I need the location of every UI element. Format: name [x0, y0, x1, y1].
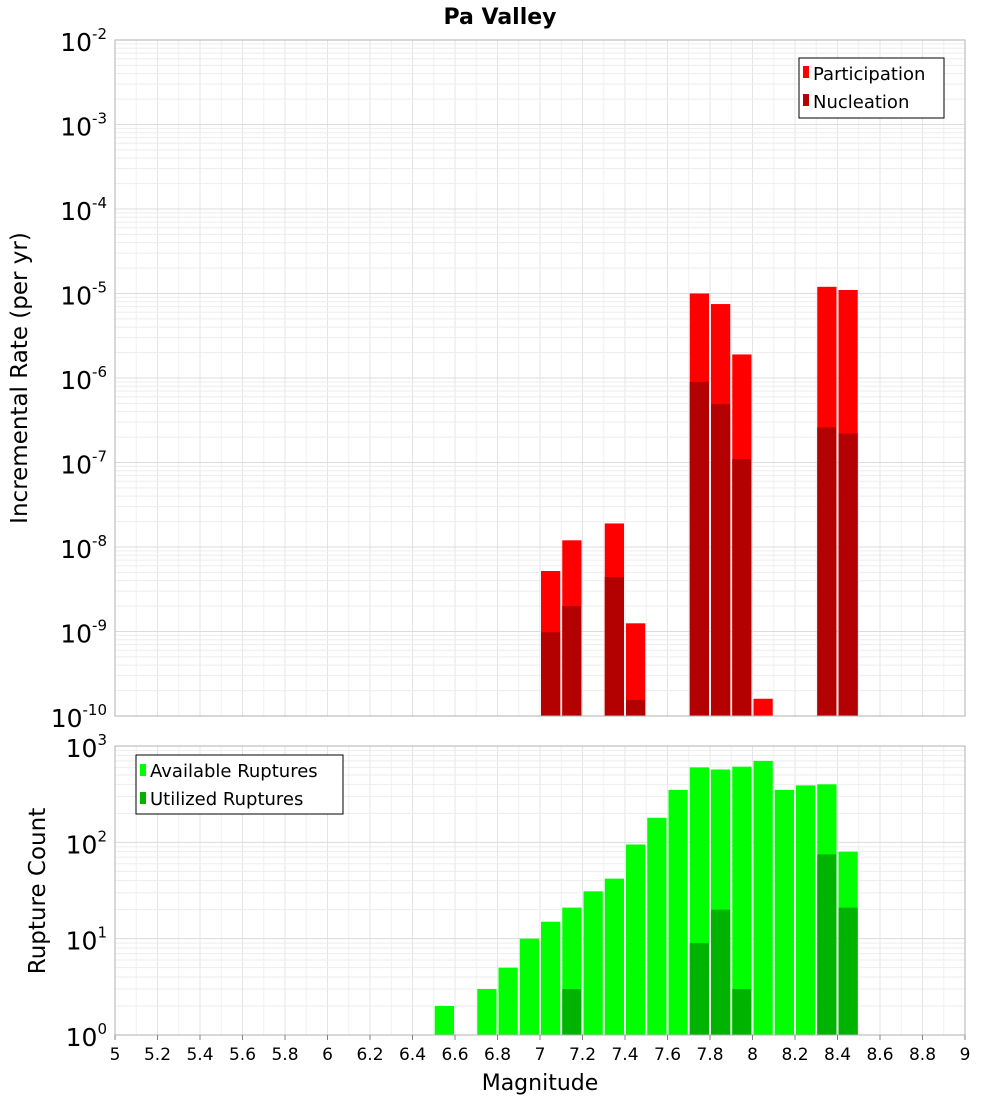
- x-tick-label: 6.4: [399, 1045, 426, 1065]
- bottom-y-tick-label: 103: [66, 731, 107, 763]
- bottom-legend: Available Ruptures Utilized Ruptures: [135, 754, 344, 815]
- top-y-tick-label: 10-4: [60, 194, 107, 226]
- bottom-panel-y-ticks: 100 101 102 103: [66, 731, 107, 1052]
- top-bar-participation: [626, 623, 646, 716]
- bottom-bar-utilized: [562, 989, 582, 1035]
- bottom-bar-available: [583, 891, 603, 1035]
- x-tick-label: 5.2: [144, 1045, 171, 1065]
- top-y-tick-label: 10-3: [60, 110, 107, 142]
- bottom-panel-bars: [434, 760, 858, 1035]
- x-axis-label: Magnitude: [482, 1071, 599, 1096]
- x-tick-label: 7: [535, 1045, 546, 1065]
- legend-swatch-participation: [803, 66, 809, 78]
- bottom-bar-available: [668, 789, 688, 1035]
- x-tick-label: 7.6: [654, 1045, 681, 1065]
- bottom-bar-utilized: [817, 854, 837, 1035]
- top-y-tick-label: 10-8: [60, 532, 107, 564]
- top-y-tick-label: 10-7: [60, 448, 107, 480]
- top-panel-grid: [114, 40, 966, 717]
- chart-title: Pa Valley: [443, 5, 556, 30]
- top-bar-nucleation: [838, 433, 858, 716]
- bottom-y-tick-label: 100: [66, 1020, 107, 1052]
- legend-swatch-utilized: [140, 792, 146, 804]
- bottom-bar-available: [647, 817, 667, 1035]
- bottom-bar-available: [753, 760, 773, 1035]
- top-panel-bars: [541, 286, 858, 716]
- top-bar-nucleation: [817, 427, 837, 716]
- x-tick-label: 5.6: [229, 1045, 256, 1065]
- bottom-bar-available: [498, 967, 518, 1035]
- bottom-bar-available: [519, 938, 539, 1035]
- legend-label-utilized: Utilized Ruptures: [150, 789, 303, 810]
- top-y-axis-label: Incremental Rate (per yr): [7, 232, 33, 524]
- x-tick-label: 6.8: [484, 1045, 511, 1065]
- x-tick-label: 8.8: [909, 1045, 936, 1065]
- bottom-bar-available: [477, 989, 497, 1035]
- bottom-bar-available: [434, 1006, 454, 1035]
- legend-swatch-nucleation: [803, 94, 809, 106]
- x-tick-label: 7.4: [611, 1045, 638, 1065]
- top-y-tick-label: 10-10: [51, 701, 107, 733]
- x-tick-label: 5: [110, 1045, 121, 1065]
- x-tick-label: 8.4: [824, 1045, 851, 1065]
- bottom-y-axis-label: Rupture Count: [25, 808, 51, 974]
- top-bar-nucleation: [732, 459, 752, 716]
- bottom-y-tick-label: 102: [66, 827, 107, 859]
- bottom-bar-available: [774, 789, 794, 1035]
- top-legend-box: [798, 57, 945, 119]
- bottom-bar-available: [732, 766, 752, 1035]
- x-tick-label: 6: [322, 1045, 333, 1065]
- top-y-tick-label: 10-2: [60, 25, 107, 57]
- top-bar-nucleation: [689, 381, 709, 716]
- x-tick-label: 8.2: [781, 1045, 808, 1065]
- top-bar-nucleation: [541, 632, 561, 716]
- x-tick-label: 7.2: [569, 1045, 596, 1065]
- bottom-bar-available: [626, 844, 646, 1035]
- top-y-tick-label: 10-5: [60, 279, 107, 311]
- bottom-bar-utilized: [732, 989, 752, 1035]
- top-bar-nucleation: [562, 606, 582, 716]
- legend-label-participation: Participation: [813, 64, 925, 85]
- top-y-tick-label: 10-9: [60, 617, 107, 649]
- x-tick-label: 5.4: [186, 1045, 213, 1065]
- x-tick-label: 6.6: [441, 1045, 468, 1065]
- x-tick-label: 8.6: [866, 1045, 893, 1065]
- x-tick-label: 8: [747, 1045, 758, 1065]
- bottom-legend-box: [135, 754, 344, 815]
- top-bar-participation: [753, 698, 773, 716]
- x-tick-label: 6.2: [356, 1045, 383, 1065]
- bottom-bar-utilized: [838, 907, 858, 1035]
- top-legend: Participation Nucleation: [798, 57, 945, 119]
- x-axis-ticks: 5 5.2 5.4 5.6 5.8 6 6.2 6.4 6.6 6.8 7 7.2 7.4 7.6 7.8 8…: [110, 1035, 971, 1065]
- bottom-bar-utilized: [711, 909, 731, 1035]
- bottom-bar-utilized: [689, 943, 709, 1035]
- top-bar-nucleation: [626, 699, 646, 716]
- x-tick-label: 7.8: [696, 1045, 723, 1065]
- legend-label-nucleation: Nucleation: [813, 92, 909, 113]
- x-tick-label: 5.8: [271, 1045, 298, 1065]
- top-bar-nucleation: [604, 577, 624, 716]
- legend-label-available: Available Ruptures: [150, 761, 318, 782]
- legend-swatch-available: [140, 764, 146, 776]
- top-plot-frame: [114, 39, 966, 717]
- bottom-bar-available: [541, 921, 561, 1035]
- x-tick-label: 9: [960, 1045, 971, 1065]
- top-panel-y-ticks: 10-10 10-9 10-8 10-7 10-6 10-5 10-4 10-3 10-2: [51, 25, 107, 733]
- top-bar-nucleation: [711, 404, 731, 716]
- bottom-bar-available: [604, 878, 624, 1035]
- bottom-bar-available: [796, 785, 816, 1035]
- top-y-tick-label: 10-6: [60, 363, 107, 395]
- bottom-y-tick-label: 101: [66, 924, 107, 956]
